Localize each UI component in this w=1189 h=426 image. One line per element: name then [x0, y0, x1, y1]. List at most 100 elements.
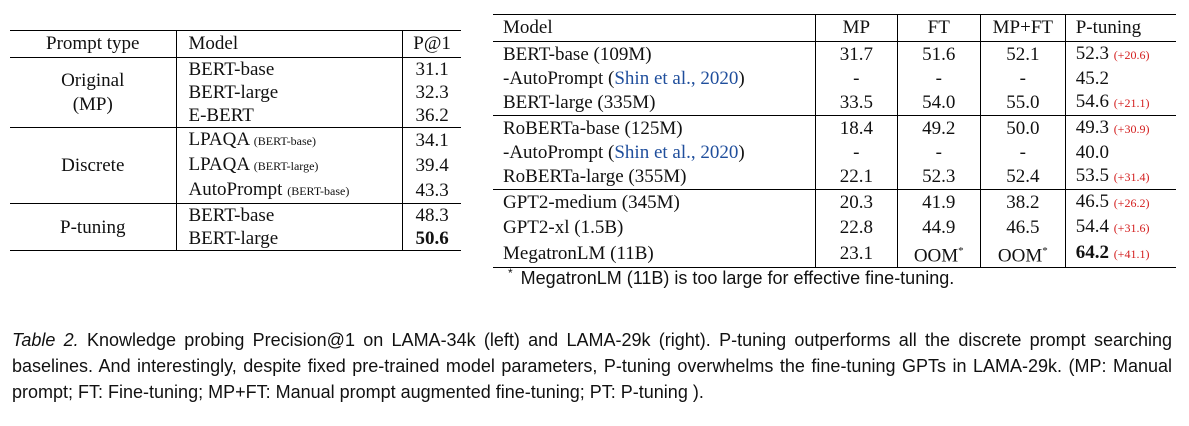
citation-link[interactable]: Shin et al., 2020 [614, 142, 739, 163]
mp-cell: 18.4 [815, 115, 898, 141]
right-header-mp: MP [815, 14, 898, 42]
footnote-text: MegatronLM (11B) is too large for effect… [520, 268, 955, 288]
model-cell: LPAQA (BERT-large) [176, 153, 404, 178]
gain-label: (+30.9) [1113, 122, 1150, 136]
right-header-mpft: MP+FT [980, 14, 1066, 42]
prompt-type-sublabel: (MP) [72, 93, 113, 115]
pt-cell: 45.2 [1075, 68, 1109, 89]
p1-cell: 34.1 [402, 127, 461, 153]
model-cell: BERT-base [176, 57, 404, 81]
ft-cell: OOM* [897, 240, 981, 268]
prompt-type-label: Original [61, 69, 125, 91]
caption-label: Table 2. [12, 330, 79, 350]
left-row: P-tuning BERT-base 48.3 [10, 203, 461, 251]
left-row: Original (MP) BERT-base 31.1 [10, 57, 461, 128]
left-row: LPAQA (BERT-large) 39.4 [10, 153, 461, 178]
mpft-cell: 38.2 [980, 189, 1066, 215]
model-cell: LPAQA (BERT-base) [176, 127, 404, 153]
gain-label: (+31.4) [1113, 170, 1150, 184]
pt-cell: 64.2 (+41.1) [1065, 240, 1176, 268]
left-header-row: Prompt type Model P@1 [10, 30, 461, 58]
mpft-cell: 52.4 [980, 164, 1066, 190]
left-row: Discrete LPAQA (BERT-base) 34.1 [10, 127, 461, 204]
right-row: MegatronLM (11B) 23.1 OOM* OOM* 64.2 (+4… [493, 240, 1176, 268]
gain-label: (+21.1) [1113, 96, 1150, 110]
gain-label: (+41.1) [1113, 247, 1150, 262]
left-row: BERT-large 50.6 [10, 227, 461, 251]
model-cell: BERT-base [176, 203, 404, 227]
ft-cell: 54.0 [897, 90, 981, 116]
mp-cell: - [815, 141, 898, 164]
right-header-ptuning: P-tuning [1065, 14, 1176, 42]
pt-cell: 40.0 [1075, 142, 1109, 163]
left-header-p1: P@1 [402, 30, 461, 58]
right-row: BERT-base (109M) 31.7 51.6 52.1 52.3 (+2… [493, 41, 1176, 67]
model-cell: BERT-base (109M) [493, 41, 817, 67]
model-cell: GPT2-xl (1.5B) [493, 215, 817, 240]
p1-cell: 43.3 [415, 180, 449, 201]
caption-text: Knowledge probing Precision@1 on LAMA-34… [12, 330, 1172, 402]
mp-cell: 20.3 [815, 189, 898, 215]
ft-cell: 52.3 [897, 164, 981, 190]
mpft-cell: 55.0 [980, 90, 1066, 116]
model-cell: AutoPrompt (BERT-base) [176, 178, 404, 204]
ft-cell: 41.9 [897, 189, 981, 215]
mpft-cell: OOM* [980, 240, 1066, 268]
model-cell: E-BERT [176, 104, 404, 128]
left-header-prompt-type: Prompt type [10, 30, 177, 58]
p1-cell: 31.1 [415, 59, 449, 80]
mp-cell: 22.8 [815, 215, 898, 240]
mpft-cell: 52.1 [980, 41, 1066, 67]
citation-link[interactable]: Shin et al., 2020 [614, 68, 739, 89]
right-header-model: Model [493, 14, 817, 42]
pt-cell: 46.5 (+26.2) [1065, 189, 1176, 215]
mp-cell: 33.5 [815, 90, 898, 116]
model-note: (BERT-large) [253, 159, 319, 173]
left-row: E-BERT 36.2 [10, 104, 461, 128]
prompt-type-cell: Original (MP) [10, 57, 177, 128]
model-cell: BERT-large [176, 81, 404, 104]
gain-label: (+20.6) [1113, 48, 1150, 62]
model-note: (BERT-base) [287, 184, 350, 198]
p1-cell: 36.2 [415, 105, 449, 126]
p1-cell: 32.3 [415, 82, 449, 103]
left-row: BERT-large 32.3 [10, 81, 461, 104]
model-cell: -AutoPrompt (Shin et al., 2020) [493, 141, 817, 164]
mp-cell: 31.7 [815, 41, 898, 67]
footnote-marker: * [1042, 245, 1048, 257]
pt-cell: 49.3 (+30.9) [1065, 115, 1176, 141]
ft-cell: - [897, 67, 981, 90]
prompt-type-cell: P-tuning [10, 203, 177, 251]
right-row: GPT2-xl (1.5B) 22.8 44.9 46.5 54.4 (+31.… [493, 215, 1176, 240]
prompt-type-cell: Discrete [10, 127, 177, 204]
p1-cell: 48.3 [402, 203, 461, 227]
mpft-cell: - [980, 67, 1066, 90]
footnote-mark: * [508, 266, 513, 280]
model-cell: RoBERTa-large (355M) [493, 164, 817, 190]
right-header-ft: FT [897, 14, 981, 42]
right-row: -AutoPrompt (Shin et al., 2020) - - - 40… [493, 141, 1176, 164]
model-cell: MegatronLM (11B) [493, 240, 817, 268]
mpft-cell: - [980, 141, 1066, 164]
pt-cell: 52.3 (+20.6) [1075, 43, 1150, 64]
prompt-type-label: Discrete [61, 155, 125, 176]
ft-cell: 44.9 [897, 215, 981, 240]
lama34k-table: Prompt type Model P@1 Original (MP) BERT… [10, 30, 461, 251]
ft-cell: 51.6 [897, 41, 981, 67]
table-caption: Table 2. Knowledge probing Precision@1 o… [12, 327, 1172, 405]
p1-cell: 39.4 [415, 155, 449, 176]
pt-cell: 54.4 (+31.6) [1075, 216, 1150, 237]
mpft-cell: 50.0 [980, 115, 1066, 141]
model-cell: GPT2-medium (345M) [493, 189, 817, 215]
gain-label: (+31.6) [1113, 221, 1150, 235]
mpft-cell: 46.5 [980, 215, 1066, 240]
footnote-marker: * [958, 245, 964, 257]
model-cell: -AutoPrompt (Shin et al., 2020) [493, 67, 817, 90]
ft-cell: 49.2 [897, 115, 981, 141]
prompt-type-label: P-tuning [60, 216, 126, 238]
left-header-model: Model [176, 30, 404, 58]
mp-cell: 22.1 [815, 164, 898, 190]
lama29k-table: Model MP FT MP+FT P-tuning BERT-base (10… [493, 14, 1176, 269]
best-value: 64.2 [1075, 242, 1109, 264]
right-header-row: Model MP FT MP+FT P-tuning [493, 14, 1176, 42]
